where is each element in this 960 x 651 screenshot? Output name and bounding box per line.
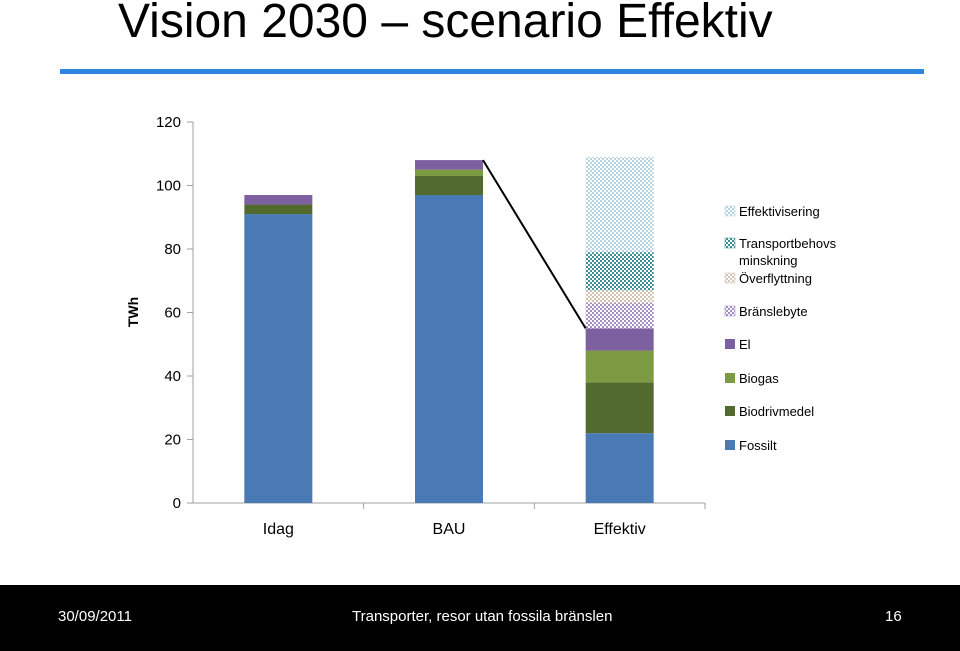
footer-text: Transporter, resor utan fossila bränslen <box>352 608 613 625</box>
legend-label: Transportbehovs <box>739 236 837 251</box>
legend-swatch <box>724 205 736 217</box>
y-tick-label: 40 <box>164 368 181 385</box>
y-tick-label: 20 <box>164 432 181 449</box>
connector-line-group <box>482 159 587 329</box>
x-tick-label: Effektiv <box>594 521 646 538</box>
legend-label: Biogas <box>739 371 779 386</box>
bar-segment <box>415 195 483 503</box>
bar-segment <box>585 156 654 253</box>
legend-label: El <box>739 337 751 352</box>
bar-segment <box>585 328 654 351</box>
legend-swatch <box>725 440 735 450</box>
y-tick-label: 120 <box>156 114 181 131</box>
footer-date: 30/09/2011 <box>58 608 132 625</box>
bar-segment <box>244 204 313 215</box>
y-axis-title: TWh <box>125 297 141 327</box>
legend-swatch <box>724 272 736 284</box>
footer-bar: 30/09/2011 Transporter, resor utan fossi… <box>0 585 960 651</box>
bars <box>244 156 654 503</box>
bar-segment <box>415 169 483 176</box>
legend-swatch <box>725 339 735 349</box>
legend-swatch <box>725 406 735 416</box>
bar-segment <box>585 433 654 503</box>
x-tick-label: Idag <box>263 521 294 538</box>
legend-swatch <box>724 305 736 317</box>
connector-line <box>482 159 587 329</box>
y-tick-label: 80 <box>164 241 181 258</box>
page-number: 16 <box>885 608 902 625</box>
bar-segment <box>585 302 654 329</box>
bar-segment <box>415 160 483 170</box>
legend-label: Bränslebyte <box>739 304 808 319</box>
bar-segment <box>415 175 483 196</box>
bar-segment <box>585 350 654 383</box>
legend-swatch <box>724 237 736 249</box>
bar-segment <box>585 252 654 291</box>
bar-segment <box>585 382 654 434</box>
bar-segment <box>244 214 313 503</box>
x-tick-label: BAU <box>433 521 466 538</box>
legend-label: minskning <box>739 253 798 268</box>
bar-segment <box>585 290 654 303</box>
legend-label: Överflyttning <box>739 271 812 286</box>
title-divider <box>60 69 924 74</box>
legend-label: Fossilt <box>739 438 777 453</box>
legend: Effektivisering Transportbehovs minskning Ö… <box>724 204 837 453</box>
bar-segment <box>244 195 313 205</box>
slide-title: Vision 2030 – scenario Effektiv <box>118 0 773 48</box>
legend-label: Biodrivmedel <box>739 404 814 419</box>
stacked-bar-chart: 0 20 40 60 80 100 120 TWh Idag BAU Effektiv Effekt… <box>125 114 837 538</box>
legend-label: Effektivisering <box>739 204 820 219</box>
y-tick-label: 60 <box>164 305 181 322</box>
y-tick-label: 100 <box>156 178 181 195</box>
legend-swatch <box>725 373 735 383</box>
y-tick-label: 0 <box>173 495 181 512</box>
